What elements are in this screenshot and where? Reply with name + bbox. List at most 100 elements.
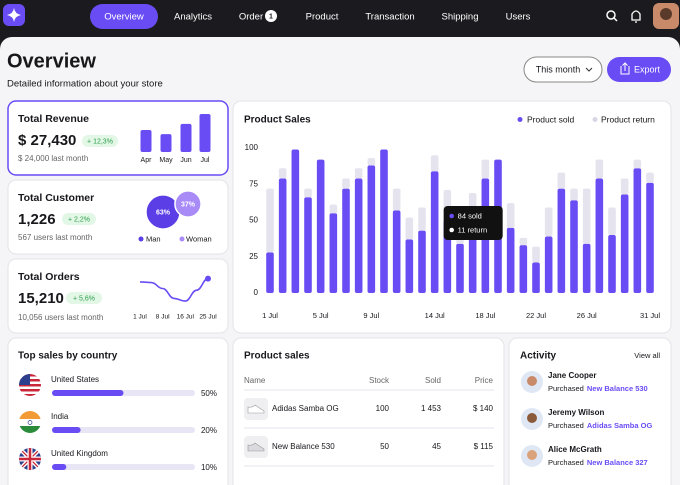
- line: [139, 277, 209, 302]
- bar-segment: [266, 252, 274, 293]
- column-header: Sold: [425, 376, 441, 385]
- bar-segment: [304, 197, 312, 293]
- table-rows: Adidas Samba OG 100 1 453 $ 140 New Balance …: [244, 398, 494, 458]
- x-tick-label: 1 Jul: [262, 311, 278, 320]
- export-label: Export: [634, 64, 661, 74]
- bar-segment: [633, 168, 642, 293]
- bar-segment: [595, 178, 604, 293]
- nav-item[interactable]: Order: [239, 12, 263, 23]
- bar-segment: [582, 188, 591, 244]
- country-name: United Kingdom: [51, 449, 108, 458]
- bar-segment: [519, 237, 528, 246]
- tooltip-dot: [449, 227, 454, 233]
- bar-segment: [329, 213, 338, 293]
- activity-name: Alice McGrath: [548, 445, 602, 454]
- avatar-head: [660, 8, 672, 20]
- bar-segment: [608, 207, 616, 235]
- tooltip-dot: [449, 213, 454, 219]
- bubble: [174, 190, 202, 218]
- percent-label: 10%: [201, 463, 217, 472]
- page-title: Overview: [7, 50, 96, 72]
- bar-segment: [481, 159, 490, 179]
- bar-label: Jul: [201, 157, 210, 164]
- activity-name: Jane Cooper: [548, 371, 596, 380]
- percent-label: 50%: [201, 389, 217, 398]
- x-tick-label: 14 Jul: [425, 311, 445, 320]
- card-note: 567 users last month: [18, 233, 92, 242]
- legend-label: Product sold: [527, 114, 575, 124]
- column-header: Price: [475, 376, 494, 385]
- bar-segment: [342, 188, 350, 293]
- bell-icon[interactable]: [631, 10, 641, 23]
- card-value: 15,210: [18, 290, 64, 307]
- export-icon: [620, 62, 630, 75]
- bar-segment: [456, 243, 464, 293]
- nav-item[interactable]: Analytics: [174, 12, 212, 23]
- table-cell: Adidas Samba OG: [272, 404, 339, 413]
- bubble-label: 37%: [181, 201, 196, 208]
- bar-segment: [380, 149, 388, 293]
- table-cell: New Balance 530: [272, 442, 335, 451]
- bar-segment: [557, 172, 566, 189]
- shoe-icon: [247, 442, 265, 452]
- export-button[interactable]: [607, 57, 671, 82]
- bar-segment: [354, 168, 363, 179]
- nav-item[interactable]: Transaction: [365, 12, 414, 23]
- view-all-link[interactable]: View all: [634, 351, 660, 360]
- bar-segment: [278, 178, 287, 293]
- bar-segment: [316, 159, 325, 293]
- activity-product: New Balance 530: [587, 384, 648, 393]
- bar-segment: [519, 245, 528, 293]
- legend-label: Product return: [601, 114, 655, 124]
- card-note: 10,056 users last month: [18, 313, 103, 322]
- bar-segment: [392, 210, 401, 293]
- y-tick-label: 25: [249, 252, 258, 261]
- bar-segment: [582, 243, 591, 293]
- bar-segment: [620, 194, 629, 293]
- change-pill: [62, 213, 96, 225]
- panel-title: Product sales: [244, 351, 310, 362]
- search-icon[interactable]: [606, 10, 618, 22]
- x-tick-label: 8 Jul: [156, 314, 170, 321]
- logo-star: [7, 8, 21, 22]
- bar: [140, 129, 152, 152]
- column-header: Stock: [369, 376, 390, 385]
- progress-track: [52, 464, 195, 470]
- revenue-card: [7, 100, 229, 176]
- nav-item[interactable]: Shipping: [442, 12, 479, 23]
- bar-segment: [532, 246, 540, 263]
- bar-segment: [570, 200, 578, 293]
- nav-item[interactable]: Overview: [104, 12, 144, 23]
- country-name: India: [51, 412, 69, 421]
- bar-segment: [329, 204, 338, 214]
- period-select[interactable]: [523, 56, 603, 83]
- x-tick-label: 16 Jul: [177, 314, 195, 321]
- x-tick-label: 26 Jul: [577, 311, 597, 320]
- progress-bar: [52, 390, 124, 396]
- tooltip-text: 84 sold: [458, 211, 482, 220]
- nav-item[interactable]: Product: [306, 12, 339, 23]
- nav-active-pill[interactable]: [90, 4, 158, 29]
- bar-segment: [506, 203, 515, 228]
- bar-segment: [418, 207, 426, 231]
- card-title: Total Revenue: [18, 113, 89, 125]
- table-cell: $ 140: [473, 404, 494, 413]
- tooltip: [443, 206, 503, 240]
- end-dot: [205, 275, 211, 282]
- bar-segment: [532, 262, 540, 293]
- column-header: Name: [244, 376, 266, 385]
- badge: [265, 10, 277, 22]
- flag-in: [19, 411, 41, 433]
- bar-segment: [608, 235, 616, 293]
- bubble-label: 63%: [156, 209, 171, 216]
- nav-item[interactable]: Users: [506, 12, 531, 23]
- bar-segment: [354, 178, 363, 293]
- bar-segment: [506, 227, 515, 293]
- bar: [199, 114, 211, 152]
- bar: [180, 123, 192, 152]
- activity-name: Jeremy Wilson: [548, 408, 605, 417]
- bar-segment: [266, 188, 274, 253]
